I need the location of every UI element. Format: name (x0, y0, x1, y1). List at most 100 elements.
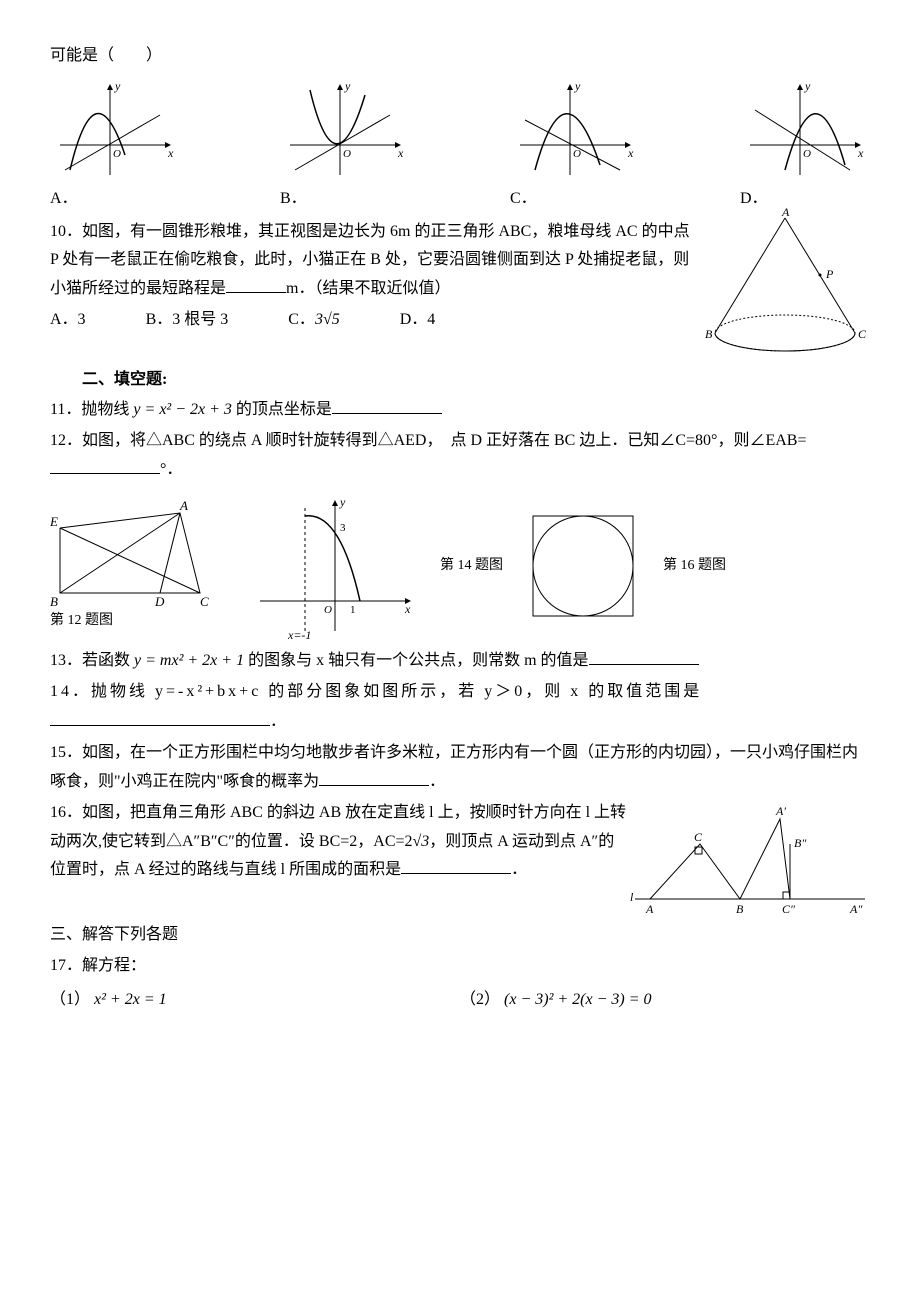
q9-graphs: x y O A． x y O B． x y O C． (50, 75, 870, 214)
q14-text: 14．抛物线 y=-x²+bx+c 的部分图象如图所示，若 y＞0，则 x 的取… (50, 683, 702, 700)
svg-text:P: P (825, 267, 834, 281)
q17-p2-eq: (x − 3)² + 2(x − 3) = 0 (504, 991, 652, 1008)
q17-parts: （1） x² + 2x = 1 （2） (x − 3)² + 2(x − 3) … (50, 986, 870, 1015)
q15-blank (319, 769, 429, 786)
svg-text:x=-1: x=-1 (287, 628, 311, 641)
svg-text:x: x (857, 146, 864, 160)
svg-text:C: C (694, 830, 703, 844)
q9-graph-b: x y O B． (280, 75, 410, 214)
q11-prefix: 11．抛物线 (50, 401, 133, 418)
svg-text:3: 3 (340, 522, 346, 534)
q10-options: A．3 B．3 根号 3 C．3√5 D．4 (50, 306, 700, 335)
svg-text:l: l (630, 890, 634, 904)
q9-graph-d: x y O D． (740, 75, 870, 214)
q15-text: 15．如图，在一个正方形围栏中均匀地散步者许多米粒，正方形内有一个圆（正方形的内… (50, 744, 858, 790)
svg-text:B: B (705, 327, 713, 341)
svg-text:y: y (344, 79, 351, 93)
fig15 (523, 506, 643, 626)
q10-opt-b: B．3 根号 3 (146, 306, 229, 335)
fig14-label: 第 14 题图 (440, 553, 503, 578)
q15: 15．如图，在一个正方形围栏中均匀地散步者许多米粒，正方形内有一个圆（正方形的内… (50, 739, 870, 797)
opt-a-label: A． (50, 185, 180, 214)
svg-text:y: y (804, 79, 811, 93)
q17-p2: （2） (x − 3)² + 2(x − 3) = 0 (460, 986, 870, 1015)
graph-d-svg: x y O (740, 75, 870, 185)
fig12: A E B D C 第 12 题图 (50, 498, 230, 633)
section2-head: 二、填空题: (50, 366, 870, 395)
q14-blank-line: ． (50, 708, 870, 737)
svg-text:C: C (200, 594, 209, 608)
graph-b-svg: x y O (280, 75, 410, 185)
q13-formula: y = mx² + 2x + 1 (134, 652, 244, 669)
fig16: A C B A′ B″ C″ A″ l (630, 799, 870, 919)
section3-head: 三、解答下列各题 (50, 921, 870, 950)
cone-figure: A B C P (700, 208, 870, 358)
svg-text:y: y (339, 495, 346, 509)
q10-blank (226, 276, 286, 293)
fig12-label: 第 12 题图 (50, 608, 230, 633)
q9-graph-a: x y O A． (50, 75, 180, 214)
q12: 12．如图，将△ABC 的绕点 A 顺时针旋转得到△AED， 点 D 正好落在 … (50, 427, 870, 485)
q13-prefix: 13．若函数 (50, 652, 134, 669)
svg-text:O: O (324, 604, 332, 616)
svg-text:O: O (113, 148, 121, 160)
svg-text:O: O (343, 148, 351, 160)
svg-text:A: A (179, 498, 188, 513)
q11-blank (332, 397, 442, 414)
svg-text:A: A (645, 902, 654, 916)
q11-formula: y = x² − 2x + 3 (133, 401, 232, 418)
svg-text:D: D (154, 594, 165, 608)
q10-opt-d: D．4 (400, 306, 436, 335)
q17-p2-prefix: （2） (460, 991, 500, 1008)
fig16-label-top: 第 16 题图 (663, 553, 726, 578)
graph-c-svg: x y O (510, 75, 640, 185)
q10-text2: m．（结果不取近似值） (286, 280, 450, 297)
svg-text:E: E (50, 514, 58, 529)
q11: 11．抛物线 y = x² − 2x + 3 的顶点坐标是 (50, 396, 870, 425)
graph-a-svg: x y O (50, 75, 180, 185)
q14-blank (50, 709, 270, 726)
svg-text:B″: B″ (794, 836, 807, 850)
svg-text:x: x (167, 146, 174, 160)
svg-text:A″: A″ (849, 902, 863, 916)
svg-text:y: y (574, 79, 581, 93)
q12-text1: 12．如图，将△ABC 的绕点 A 顺时针旋转得到△AED， 点 D 正好落在 … (50, 432, 806, 449)
svg-text:O: O (803, 148, 811, 160)
q17-p1-prefix: （1） (50, 991, 90, 1008)
svg-text:y: y (114, 79, 121, 93)
fig14: x y O 1 3 x=-1 (250, 491, 420, 641)
svg-text:A′: A′ (775, 804, 786, 818)
svg-text:B: B (50, 594, 58, 608)
q15-text2: ． (429, 773, 445, 790)
svg-text:x: x (627, 146, 634, 160)
q16-blank (401, 857, 511, 874)
q10-opt-a: A．3 (50, 306, 86, 335)
q11-suffix: 的顶点坐标是 (232, 401, 332, 418)
q13-suffix: 的图象与 x 轴只有一个公共点，则常数 m 的值是 (244, 652, 588, 669)
svg-text:C: C (858, 327, 867, 341)
q10-opt-c: C．3√5 (288, 306, 339, 335)
q14-text2: ． (270, 713, 286, 730)
svg-text:x: x (397, 146, 404, 160)
q13-blank (589, 648, 699, 665)
q12-text2: °． (160, 461, 182, 478)
q16-block: A C B A′ B″ C″ A″ l 16．如图，把直角三角形 ABC 的斜边… (50, 799, 870, 885)
svg-text:A: A (781, 208, 790, 219)
svg-text:C″: C″ (782, 902, 796, 916)
opt-c-label: C． (510, 185, 640, 214)
q17-p1: （1） x² + 2x = 1 (50, 986, 460, 1015)
svg-text:x: x (404, 602, 411, 616)
svg-text:1: 1 (350, 604, 356, 616)
q17-p1-eq: x² + 2x = 1 (94, 991, 167, 1008)
q17-head: 17．解方程： (50, 952, 870, 981)
q12-blank (50, 457, 160, 474)
q13: 13．若函数 y = mx² + 2x + 1 的图象与 x 轴只有一个公共点，… (50, 647, 870, 676)
q9-intro: 可能是（ ） (50, 42, 870, 71)
svg-text:O: O (573, 148, 581, 160)
q16-text3: ． (511, 861, 527, 878)
svg-text:B: B (736, 902, 744, 916)
q14: 14．抛物线 y=-x²+bx+c 的部分图象如图所示，若 y＞0，则 x 的取… (50, 678, 870, 707)
q9-graph-c: x y O C． (510, 75, 640, 214)
q16-sqrt: √3 (413, 833, 430, 850)
figures-row: A E B D C 第 12 题图 x y O 1 3 x=-1 第 14 题图… (50, 491, 870, 641)
